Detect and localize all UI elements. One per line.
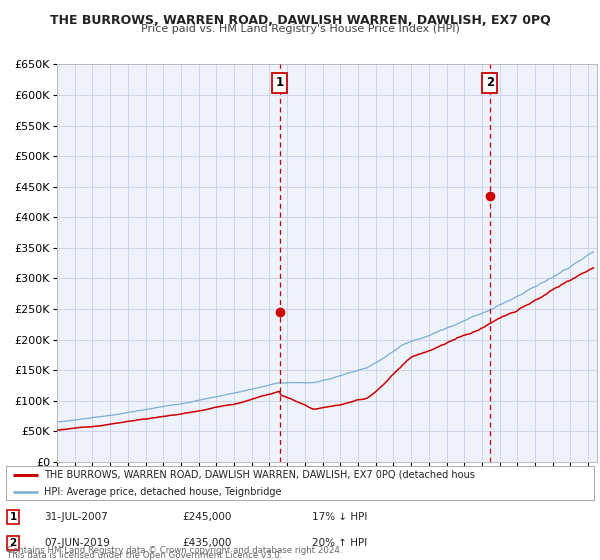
Text: 20% ↑ HPI: 20% ↑ HPI	[312, 538, 367, 548]
Text: 1: 1	[10, 512, 17, 522]
Text: THE BURROWS, WARREN ROAD, DAWLISH WARREN, DAWLISH, EX7 0PQ: THE BURROWS, WARREN ROAD, DAWLISH WARREN…	[50, 14, 550, 27]
Text: Price paid vs. HM Land Registry's House Price Index (HPI): Price paid vs. HM Land Registry's House …	[140, 24, 460, 34]
Text: £245,000: £245,000	[182, 512, 232, 522]
Text: 07-JUN-2019: 07-JUN-2019	[44, 538, 110, 548]
Text: 2: 2	[10, 538, 17, 548]
Text: £435,000: £435,000	[182, 538, 232, 548]
Text: 31-JUL-2007: 31-JUL-2007	[44, 512, 108, 522]
Text: HPI: Average price, detached house, Teignbridge: HPI: Average price, detached house, Teig…	[44, 487, 282, 497]
Text: 2: 2	[485, 76, 494, 89]
Text: 17% ↓ HPI: 17% ↓ HPI	[312, 512, 367, 522]
Text: Contains HM Land Registry data © Crown copyright and database right 2024.: Contains HM Land Registry data © Crown c…	[7, 546, 343, 555]
Text: THE BURROWS, WARREN ROAD, DAWLISH WARREN, DAWLISH, EX7 0PQ (detached hous: THE BURROWS, WARREN ROAD, DAWLISH WARREN…	[44, 470, 475, 480]
Text: This data is licensed under the Open Government Licence v3.0.: This data is licensed under the Open Gov…	[7, 551, 283, 560]
Text: 1: 1	[275, 76, 284, 89]
